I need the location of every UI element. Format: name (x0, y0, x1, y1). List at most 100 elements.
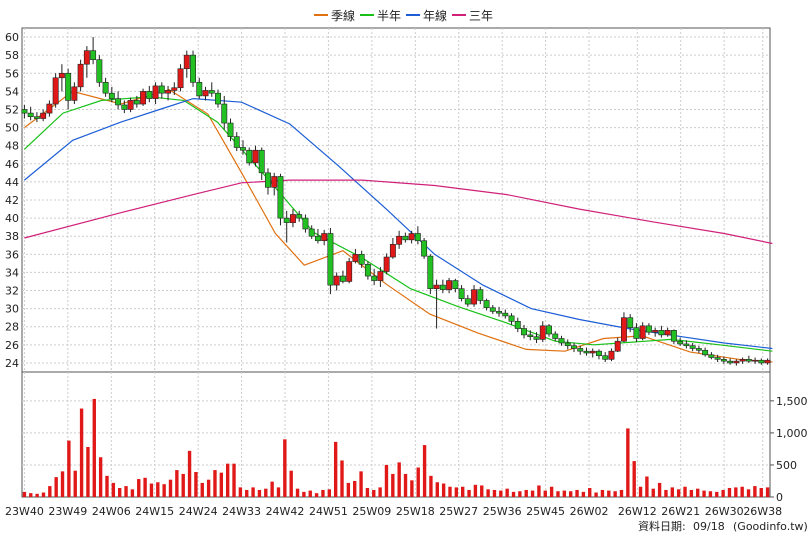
price-tick-label: 28 (5, 321, 19, 334)
candle-body (71, 86, 78, 101)
price-plot-area (21, 27, 771, 498)
volume-bar (651, 488, 655, 497)
volume-bar (245, 489, 249, 497)
candle-body (339, 275, 346, 282)
volume-bar (429, 475, 433, 497)
volume-bar (327, 489, 331, 497)
volume-bar (41, 492, 46, 497)
volume-bar (124, 486, 128, 497)
volume-bar (715, 491, 719, 497)
volume-bar (467, 489, 471, 497)
volume-bar (689, 489, 694, 497)
volume-bar (480, 485, 484, 497)
candle-body (583, 350, 590, 354)
candle-body (670, 330, 677, 342)
candle-body (614, 340, 621, 352)
volume-bar (537, 485, 541, 497)
volume-bar (359, 471, 363, 497)
candle-body (77, 63, 84, 88)
volume-bar (505, 488, 509, 497)
x-tick-label: 25W18 (396, 505, 435, 518)
candle-body (714, 357, 721, 360)
candle-body (352, 254, 359, 262)
volume-tick-label: 0 (776, 491, 783, 504)
x-tick-label: 23W40 (5, 505, 44, 518)
footer-date: 09/18 (693, 520, 725, 533)
x-tick-label: 24W06 (92, 505, 131, 518)
candle-body (183, 54, 190, 70)
x-tick-label: 26W12 (618, 505, 657, 518)
price-tick-label: 52 (5, 103, 19, 116)
candle-body (371, 275, 378, 281)
volume-tick-label: 500 (776, 459, 797, 472)
volume-bar (314, 493, 319, 497)
volume-bar (105, 475, 109, 497)
volume-bar (346, 482, 351, 497)
volume-bar (594, 492, 598, 497)
candle-body (40, 112, 47, 119)
candle-body (739, 359, 746, 362)
footer-date-label: 資料日期: (638, 519, 686, 533)
candlesticks (21, 37, 771, 366)
candle-body (558, 338, 565, 344)
volume-bar (175, 470, 179, 497)
candle-body (140, 91, 147, 105)
legend-label-year: 年線 (423, 8, 447, 23)
volume-bar (708, 491, 713, 497)
candle-body (171, 87, 178, 91)
volume-bar (727, 488, 732, 497)
volume-bar (29, 493, 33, 497)
volume-bar (600, 489, 605, 497)
price-tick-label: 50 (5, 122, 19, 135)
volume-bar (391, 473, 395, 497)
volume-bar (759, 488, 763, 497)
candle-body (752, 359, 759, 362)
volume-bar (416, 467, 420, 497)
price-tick-label: 46 (5, 158, 19, 171)
volume-bar (270, 481, 274, 497)
candle-body (115, 98, 122, 106)
candle-body (402, 235, 409, 241)
price-tick-label: 48 (5, 140, 19, 153)
price-tick-label: 42 (5, 194, 19, 207)
volume-bar (734, 487, 738, 497)
volume-bar (670, 487, 674, 497)
candle-body (596, 350, 602, 357)
volume-bars (22, 398, 770, 497)
candle-body (464, 298, 471, 305)
candle-body (489, 307, 496, 312)
price-tick-label: 40 (5, 212, 19, 225)
volume-bar (156, 482, 160, 497)
volume-bar (118, 488, 122, 497)
candle-body (652, 330, 659, 333)
volume-bar (225, 463, 230, 497)
candle-body (521, 328, 527, 336)
volume-bar (137, 479, 141, 497)
volume-axis: 0 500 1,000 1,500 (770, 395, 808, 504)
candle-body (439, 284, 446, 290)
footer: 資料日期: 09/18 (Goodinfo.tw) (638, 519, 808, 533)
volume-bar (35, 493, 39, 497)
volume-bar (321, 489, 325, 497)
volume-tick-label: 1,000 (776, 427, 808, 440)
candle-body (483, 300, 490, 309)
volume-bar (22, 491, 27, 497)
volume-bar (98, 457, 103, 497)
candle-body (333, 275, 340, 286)
x-tick-label: 25W45 (526, 505, 565, 518)
candle-body (102, 82, 109, 94)
candle-body (290, 214, 296, 223)
candle-body (321, 233, 328, 242)
volume-bar (607, 490, 611, 497)
candle-body (90, 50, 97, 60)
volume-bar (92, 398, 96, 497)
candle-body (208, 90, 215, 94)
candle-body (664, 330, 671, 336)
candle-body (546, 325, 552, 335)
candle-body (202, 90, 209, 97)
volume-bar (441, 483, 446, 497)
volume-bar (187, 450, 192, 497)
candle-body (52, 77, 59, 105)
volume-bar (499, 490, 503, 497)
candle-body (508, 315, 515, 322)
